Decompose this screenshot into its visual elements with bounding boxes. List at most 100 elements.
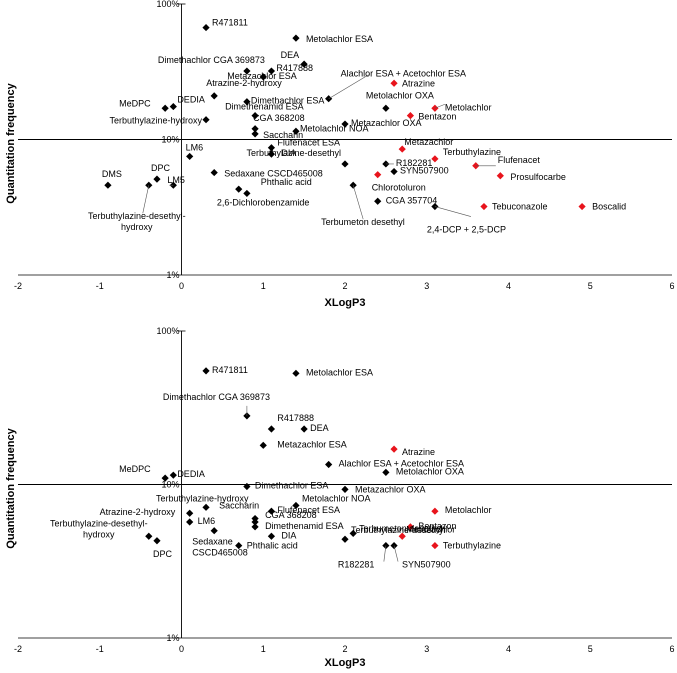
data-point bbox=[259, 441, 267, 449]
point-label: Terbuthylazine-desethyl bbox=[246, 148, 341, 158]
point-label: Metolachlor ESA bbox=[306, 34, 373, 44]
point-label: Flufenacet ESA bbox=[277, 138, 340, 148]
point-label: 2,6-Dichlorobenzamide bbox=[217, 197, 310, 207]
x-tick-label: 2 bbox=[342, 644, 347, 654]
data-point bbox=[300, 60, 308, 68]
leader-line bbox=[434, 206, 472, 217]
data-point bbox=[104, 181, 112, 189]
data-point bbox=[202, 23, 210, 32]
x-tick-label: 5 bbox=[588, 281, 593, 291]
x-tick-label: 5 bbox=[588, 644, 593, 654]
point-label: Saccharin bbox=[263, 130, 303, 140]
data-point bbox=[349, 529, 357, 538]
point-label: Terbuthylazine-desethyl bbox=[351, 525, 446, 535]
point-label: Sedaxane bbox=[192, 537, 233, 547]
leader-line bbox=[393, 545, 399, 562]
point-label: hydroxy bbox=[121, 222, 153, 232]
data-point bbox=[341, 120, 349, 128]
point-label: Sedaxane CSCD465008 bbox=[224, 169, 323, 179]
data-point bbox=[578, 202, 586, 211]
point-label: CGA 368208 bbox=[253, 113, 305, 123]
point-label: Terbumeton desethyl bbox=[321, 217, 405, 227]
point-label: Metolachlor ESA bbox=[306, 367, 373, 377]
data-point bbox=[161, 104, 169, 112]
point-label: MeDPC bbox=[119, 464, 151, 474]
point-label: Atrazine-2-hydroxy bbox=[100, 507, 176, 517]
point-label: Metazachlor bbox=[404, 137, 453, 147]
point-label: Metazachlor OXA bbox=[355, 484, 426, 494]
point-label: DMS bbox=[102, 169, 122, 179]
point-label: Metazachlor bbox=[406, 524, 455, 534]
data-point bbox=[186, 152, 194, 161]
point-label: Dimethachlor CGA 369873 bbox=[158, 55, 265, 65]
x-tick-label: -2 bbox=[14, 644, 22, 654]
point-label: SYN507900 bbox=[402, 560, 451, 570]
data-point bbox=[267, 425, 276, 433]
data-point bbox=[406, 112, 414, 120]
point-label: Metolachlor bbox=[445, 102, 492, 112]
point-label: Boscalid bbox=[592, 202, 626, 212]
data-point bbox=[153, 537, 161, 545]
data-point bbox=[259, 73, 267, 81]
y-tick-label: 100% bbox=[156, 326, 179, 336]
leader-line bbox=[383, 545, 387, 562]
data-point bbox=[431, 541, 439, 550]
point-label: Dimethachlor ESA bbox=[255, 481, 329, 491]
x-tick-label: 1 bbox=[261, 281, 266, 291]
data-point bbox=[202, 503, 210, 511]
data-point bbox=[267, 507, 276, 515]
leader-line bbox=[434, 103, 446, 109]
data-point bbox=[267, 144, 276, 152]
point-label: R182281 bbox=[338, 560, 375, 570]
data-point bbox=[390, 79, 398, 87]
data-point bbox=[243, 482, 251, 491]
point-label: SYN507900 bbox=[400, 166, 449, 176]
data-point bbox=[382, 468, 390, 476]
point-label: CGA 357704 bbox=[386, 195, 438, 205]
data-point bbox=[292, 369, 300, 377]
point-label: DPC bbox=[153, 549, 173, 559]
data-point bbox=[390, 167, 398, 176]
point-label: Terbuthylazine-desethyl- bbox=[50, 518, 148, 528]
x-tick-label: 0 bbox=[179, 281, 184, 291]
point-label: Atrazine bbox=[402, 78, 435, 88]
data-point bbox=[431, 507, 439, 515]
point-label: Metolachlor NOA bbox=[302, 493, 371, 503]
x-tick-label: -1 bbox=[96, 644, 104, 654]
x-tick-label: 6 bbox=[669, 644, 674, 654]
point-label: Metazachlor ESA bbox=[277, 439, 347, 449]
x-tick-label: 4 bbox=[506, 644, 511, 654]
point-label: LM6 bbox=[198, 516, 216, 526]
point-label: R417888 bbox=[276, 63, 313, 73]
point-label: DIA bbox=[281, 530, 296, 540]
point-label: Phthalic acid bbox=[247, 541, 298, 551]
data-point bbox=[161, 474, 169, 482]
x-tick-label: 3 bbox=[424, 281, 429, 291]
point-label: CGA 368208 bbox=[265, 510, 317, 520]
point-label: Metolachlor OXA bbox=[366, 90, 434, 100]
data-point bbox=[374, 171, 382, 179]
x-tick-label: -2 bbox=[14, 281, 22, 291]
data-point bbox=[243, 98, 251, 106]
data-point bbox=[292, 501, 300, 510]
point-label: Dimethachlor CGA 369873 bbox=[163, 392, 270, 402]
point-label: R182281 bbox=[396, 158, 433, 168]
point-label: Metazachlor OXA bbox=[351, 118, 422, 128]
point-label: DEA bbox=[310, 423, 329, 433]
x-tick-label: -1 bbox=[96, 281, 104, 291]
data-point bbox=[267, 532, 276, 540]
data-point bbox=[374, 197, 382, 205]
data-point bbox=[406, 523, 414, 531]
point-label: DIA bbox=[281, 148, 296, 158]
data-point bbox=[145, 532, 153, 540]
point-label: MeDPC bbox=[119, 98, 151, 108]
leader-line bbox=[352, 185, 364, 220]
point-label: DEA bbox=[281, 50, 300, 60]
point-label: Atrazine-2-hydroxy bbox=[206, 78, 282, 88]
point-label: Phthalic acid bbox=[261, 177, 312, 187]
data-point bbox=[341, 160, 349, 168]
point-label: CSCD465008 bbox=[192, 548, 248, 558]
point-label: 2,4-DCP + 2,5-DCP bbox=[427, 225, 506, 235]
data-point bbox=[153, 175, 161, 183]
chart-panel-2: -2 -1 0 1 2 3 4 5 6 1% 10% 100% XLogP3 Quantitation f… bbox=[5, 326, 675, 669]
